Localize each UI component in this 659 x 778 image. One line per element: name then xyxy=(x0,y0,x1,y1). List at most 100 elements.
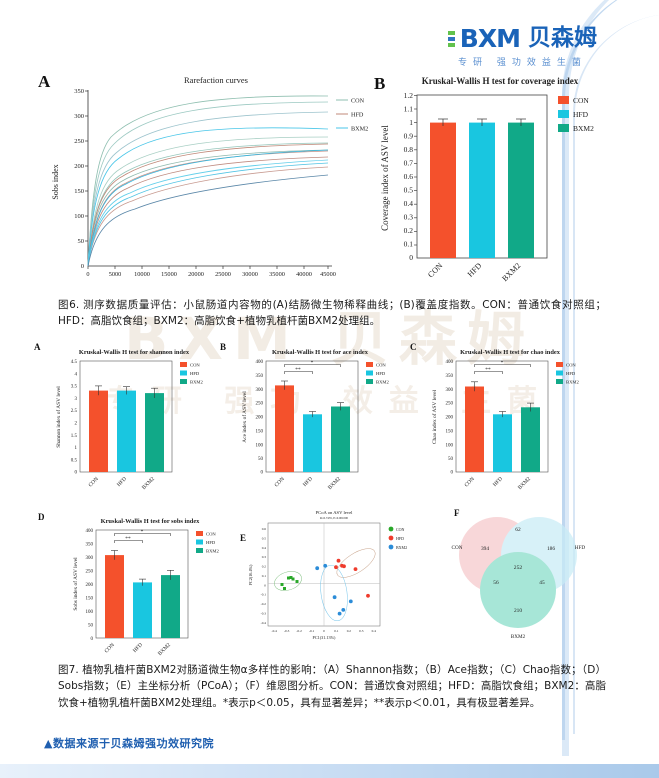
svg-text:0: 0 xyxy=(91,637,94,642)
svg-text:40000: 40000 xyxy=(296,271,312,278)
svg-text:100: 100 xyxy=(74,213,84,220)
venn-value-hfd-only: 186 xyxy=(547,546,555,552)
corner-arc-inner xyxy=(573,14,659,734)
svg-text:5000: 5000 xyxy=(109,271,122,278)
shannon-legend: CON HFD BXM2 xyxy=(180,362,203,385)
legend-con: CON xyxy=(206,532,216,537)
svg-text:300: 300 xyxy=(446,388,454,393)
panel-b-letter: B xyxy=(220,342,227,352)
svg-text:300: 300 xyxy=(86,556,94,561)
bar-hfd xyxy=(303,414,322,472)
svg-text:0.4: 0.4 xyxy=(372,629,377,633)
legend-bxm2: BXM2 xyxy=(190,380,203,385)
svg-text:0.7: 0.7 xyxy=(404,159,414,168)
pcoa-legend: CON HFD BXM2 xyxy=(388,526,407,550)
svg-text:4: 4 xyxy=(75,372,78,377)
svg-text:250: 250 xyxy=(74,138,84,145)
svg-text:100: 100 xyxy=(446,443,454,448)
rarefaction-ylabel: Sobs index xyxy=(51,164,60,199)
sig-mark-con-hfd: ** xyxy=(125,536,131,542)
figure7-panel-f: F CON HFD BXM2 394 186 210 62 56 45 252 xyxy=(420,505,610,660)
svg-text:350: 350 xyxy=(446,374,454,379)
svg-text:100: 100 xyxy=(256,443,264,448)
xtick-bxm2: BXM2 xyxy=(157,642,172,657)
svg-text:1: 1 xyxy=(409,118,413,127)
svg-text:0.9: 0.9 xyxy=(404,132,414,141)
sobs-ylabel: Sobs index of ASV level xyxy=(72,557,79,611)
legend-hfd: HFD xyxy=(351,112,364,119)
coverage-title: Kruskal-Wallis H test for coverage index xyxy=(422,76,579,86)
svg-text:-0.2: -0.2 xyxy=(296,629,302,633)
shannon-ylabel: Shannon index of ASV level xyxy=(55,386,62,448)
legend-con: CON xyxy=(396,527,405,532)
shannon-chart: Kruskal-Wallis H test for shannon index … xyxy=(55,349,203,491)
figure7-panel-e: E PCoA on ASV level R=0.7435, P=0.001000… xyxy=(238,505,423,660)
svg-text:0.1: 0.1 xyxy=(262,574,267,578)
venn-chart: CON HFD BXM2 394 186 210 62 56 45 252 xyxy=(452,517,585,640)
panel-a-letter: A xyxy=(38,72,51,91)
bar-bxm2 xyxy=(521,407,540,472)
svg-text:350: 350 xyxy=(86,543,94,548)
bar-con xyxy=(89,390,108,472)
logo-tagline: 专研 强功效益生菌 xyxy=(457,58,587,68)
legend-con: CON xyxy=(573,96,589,105)
pcoa-points-bxm2 xyxy=(315,563,353,616)
chao-legend: CON HFD BXM2 xyxy=(556,362,579,385)
legend-hfd: HFD xyxy=(573,110,589,119)
legend-bxm2: BXM2 xyxy=(573,124,594,133)
chao-chart: Kruskal-Wallis H test for chao index 400… xyxy=(431,349,579,491)
xtick-hfd: HFD xyxy=(132,642,144,654)
svg-text:1: 1 xyxy=(75,446,78,451)
svg-text:0.5: 0.5 xyxy=(71,458,78,463)
svg-text:250: 250 xyxy=(256,402,264,407)
svg-text:0.4: 0.4 xyxy=(404,199,414,208)
venn-value-con-hfd: 62 xyxy=(515,527,521,533)
xtick-hfd: HFD xyxy=(116,476,128,488)
bar-hfd xyxy=(117,390,136,472)
xtick-bxm2: BXM2 xyxy=(141,476,156,491)
bar-bxm2 xyxy=(508,122,534,258)
rarefaction-chart: Rarefaction curves 350 300 250 200 150 1… xyxy=(51,75,368,278)
venn-label-bxm2: BXM2 xyxy=(511,634,526,640)
svg-text:20000: 20000 xyxy=(188,271,204,278)
venn-value-con-bxm2: 56 xyxy=(493,580,499,586)
xtick-con: CON xyxy=(464,476,476,488)
chao-ylabel: Chao index of ASV level xyxy=(431,389,438,444)
figure7-panel-c: C Kruskal-Wallis H test for chao index 4… xyxy=(406,342,606,502)
significance-brackets xyxy=(114,533,171,543)
svg-text:250: 250 xyxy=(86,570,94,575)
bar-con xyxy=(105,555,124,638)
svg-text:1.5: 1.5 xyxy=(71,434,78,439)
svg-text:250: 250 xyxy=(446,402,454,407)
svg-text:-0.3: -0.3 xyxy=(284,629,290,633)
legend-bxm2: BXM2 xyxy=(351,126,368,133)
svg-text:200: 200 xyxy=(86,583,94,588)
venn-value-con-only: 394 xyxy=(481,546,489,552)
logo-row: BXM 贝森姆 xyxy=(447,26,597,51)
svg-text:100: 100 xyxy=(86,610,94,615)
xtick-bxm2: BXM2 xyxy=(517,476,532,491)
figure7-panel-d: D Kruskal-Wallis H test for sobs index 4… xyxy=(38,512,242,662)
svg-text:150: 150 xyxy=(86,597,94,602)
sig-mark-con-bxm2: * xyxy=(141,529,144,535)
svg-text:0.5: 0.5 xyxy=(262,536,267,540)
svg-text:400: 400 xyxy=(256,360,264,365)
legend-con: CON xyxy=(566,363,576,368)
svg-text:3.5: 3.5 xyxy=(71,385,78,390)
svg-text:0: 0 xyxy=(86,271,89,278)
svg-text:400: 400 xyxy=(86,529,94,534)
svg-text:0.6: 0.6 xyxy=(262,527,267,531)
svg-text:1.1: 1.1 xyxy=(404,105,414,114)
svg-text:0.1: 0.1 xyxy=(404,240,414,249)
svg-text:2: 2 xyxy=(75,422,78,427)
legend-hfd: HFD xyxy=(396,536,404,541)
svg-text:-0.3: -0.3 xyxy=(261,611,267,615)
sig-mark-con-hfd: ** xyxy=(295,367,301,373)
legend-hfd: HFD xyxy=(566,371,576,376)
svg-text:10000: 10000 xyxy=(134,271,150,278)
pcoa-ylabel: PC2(16.4%) xyxy=(248,564,253,585)
svg-text:15000: 15000 xyxy=(161,271,177,278)
bar-con xyxy=(275,385,294,472)
sobs-legend: CON HFD BXM2 xyxy=(196,531,219,554)
pcoa-title: PCoA on ASV level xyxy=(316,510,354,515)
